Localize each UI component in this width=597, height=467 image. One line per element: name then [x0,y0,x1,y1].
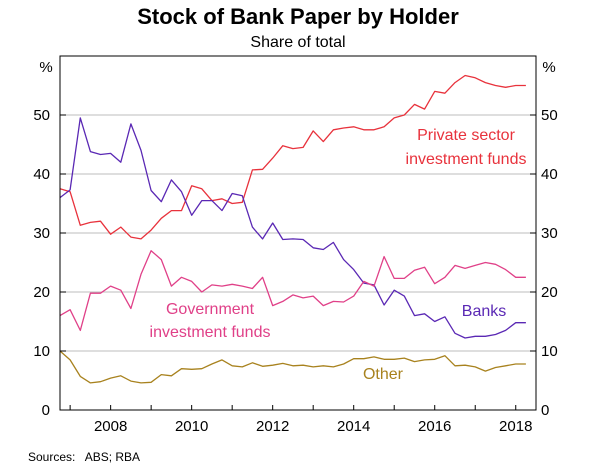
y-tick-label-left: 40 [33,166,50,183]
series-label-2: investment funds [150,324,271,341]
y-tick-label-right: 30 [541,225,558,242]
series-labels: Private sector investment funds Banks Gover… [150,127,527,383]
series-label-0: Private sector [417,127,515,144]
x-tick-label: 2008 [94,418,127,435]
y-tick-label-right: 10 [541,343,558,360]
y-tick-label-left: 50 [33,107,50,124]
gridlines [60,114,536,352]
y-unit-right: % [542,59,555,76]
x-tick-label: 2016 [418,418,451,435]
y-ticks: 0 0 10 10 20 20 30 30 40 40 50 50 [33,107,557,419]
y-tick-label-left: 10 [33,343,50,360]
x-ticks: 2008 2010 2012 2014 2016 2018 [69,405,532,435]
series-line-1 [59,117,526,339]
y-tick-label-left: 0 [42,402,50,419]
series-line-2 [59,250,526,332]
y-tick-label-left: 30 [33,225,50,242]
series-label-0: investment funds [406,151,527,168]
y-tick-label-right: 40 [541,166,558,183]
source-note: Sources: ABS; RBA [28,450,140,464]
series-line-0 [59,74,526,240]
x-tick-label: 2014 [337,418,370,435]
y-tick-label-right: 50 [541,107,558,124]
x-tick-label: 2018 [499,418,532,435]
series-line-3 [59,350,526,384]
y-tick-label-right: 0 [541,402,549,419]
series-lines [59,74,526,384]
y-tick-label-right: 20 [541,284,558,301]
series-label-2: Government [166,301,255,318]
chart-subtitle: Share of total [250,34,345,51]
y-tick-label-left: 20 [33,284,50,301]
series-label-3: Other [363,366,404,383]
x-tick-label: 2010 [175,418,208,435]
series-label-1: Banks [462,303,506,320]
chart-title: Stock of Bank Paper by Holder [137,4,459,29]
y-unit-left: % [39,59,52,76]
x-tick-label: 2012 [256,418,289,435]
